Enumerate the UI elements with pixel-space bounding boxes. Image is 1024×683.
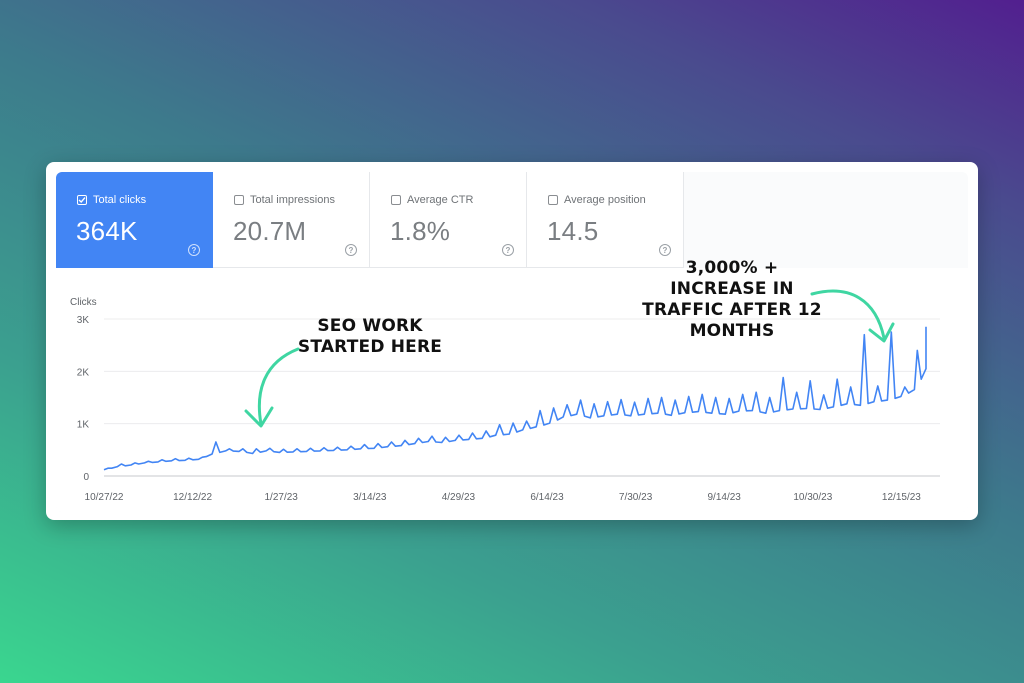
- performance-panel: Total clicks 364K ? Total impressions 20…: [56, 172, 968, 512]
- x-tick-label: 10/30/23: [793, 492, 832, 503]
- annotation-line: INCREASE IN: [670, 279, 794, 299]
- help-icon[interactable]: ?: [659, 244, 671, 256]
- annotation-line: SEO WORK: [317, 316, 423, 336]
- annotation-line: STARTED HERE: [297, 337, 443, 357]
- x-tick-label: 12/15/23: [882, 492, 921, 503]
- y-tick-label: 1K: [77, 420, 90, 431]
- x-tick-label: 9/14/23: [708, 492, 742, 503]
- checkbox-checked-icon[interactable]: [77, 195, 87, 205]
- help-icon[interactable]: ?: [188, 244, 200, 256]
- x-tick-label: 3/14/23: [353, 492, 387, 503]
- metric-label: Average CTR: [407, 194, 474, 206]
- metric-label: Total impressions: [250, 194, 335, 206]
- annotation-growth: 3,000% + INCREASE IN TRAFFIC AFTER 12 MO…: [642, 258, 822, 342]
- metric-value: 20.7M: [233, 216, 307, 246]
- y-axis-label: Clicks: [70, 297, 97, 308]
- metric-total-clicks[interactable]: Total clicks 364K ?: [56, 172, 213, 268]
- clicks-chart-area: Clicks 0 1K 2K 3K 10/27/22 12/12/22 1/27/23 3/14…: [56, 268, 968, 512]
- help-icon[interactable]: ?: [345, 244, 357, 256]
- metric-tabs: Total clicks 364K ? Total impressions 20…: [56, 172, 684, 268]
- annotation-line: TRAFFIC AFTER 12: [642, 300, 822, 320]
- x-tick-label: 6/14/23: [530, 492, 564, 503]
- annotation-line: MONTHS: [689, 321, 775, 341]
- metric-value: 14.5: [547, 216, 599, 246]
- annotation-seo-start: SEO WORK STARTED HERE: [290, 316, 450, 358]
- checkbox-icon[interactable]: [234, 195, 244, 205]
- metric-value: 364K: [76, 216, 138, 246]
- x-tick-label: 1/27/23: [265, 492, 299, 503]
- y-tick-label: 0: [83, 472, 89, 483]
- metric-label: Average position: [564, 194, 646, 206]
- x-tick-label: 12/12/22: [173, 492, 212, 503]
- checkbox-icon[interactable]: [391, 195, 401, 205]
- metric-average-position[interactable]: Average position 14.5 ?: [527, 172, 684, 268]
- annotation-line: 3,000% +: [685, 258, 779, 278]
- metric-average-ctr[interactable]: Average CTR 1.8% ?: [370, 172, 527, 268]
- performance-card: Total clicks 364K ? Total impressions 20…: [46, 162, 978, 520]
- help-icon[interactable]: ?: [502, 244, 514, 256]
- x-tick-label: 7/30/23: [619, 492, 653, 503]
- metric-total-impressions[interactable]: Total impressions 20.7M ?: [213, 172, 370, 268]
- metric-label: Total clicks: [93, 194, 147, 206]
- x-tick-label: 4/29/23: [442, 492, 476, 503]
- metric-value: 1.8%: [390, 216, 451, 246]
- checkbox-icon[interactable]: [548, 195, 558, 205]
- y-tick-label: 3K: [77, 315, 90, 326]
- clicks-series-line: [103, 326, 927, 471]
- y-tick-label: 2K: [77, 367, 90, 378]
- x-tick-label: 10/27/22: [85, 492, 124, 503]
- clicks-line-chart: Clicks 0 1K 2K 3K 10/27/22 12/12/22 1/27/23 3/14…: [70, 297, 940, 503]
